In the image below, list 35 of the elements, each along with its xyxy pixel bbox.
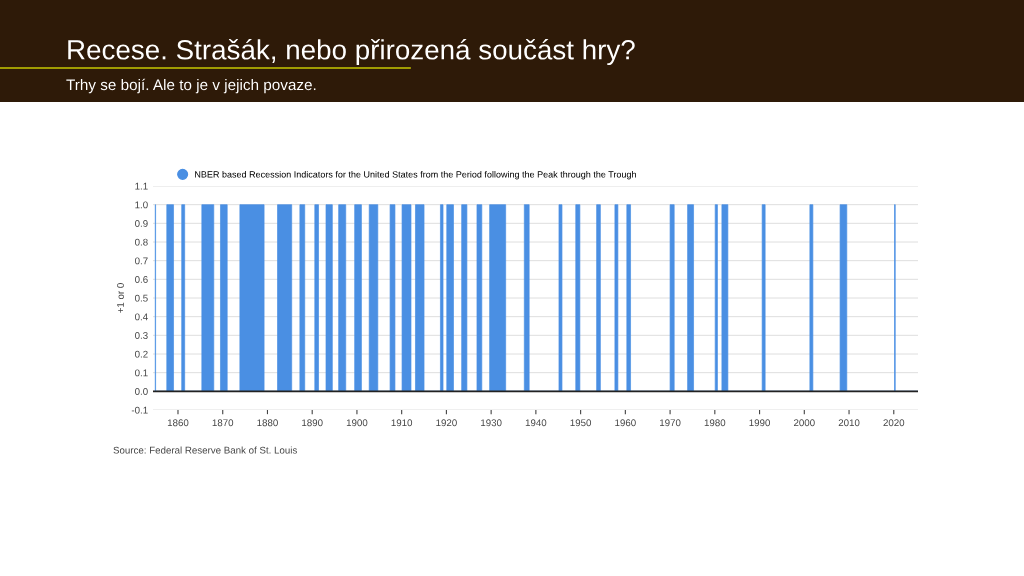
y-tick-label: 0.2 [135,350,148,358]
y-axis-title: +1 or 0 [117,283,124,313]
chart-title: Recese. Strašák, nebo přirozená součást hry? [68,38,635,66]
y-tick-label: 0.4 [135,313,148,321]
x-tick-label: 1890 [302,419,323,427]
x-tick-label: 1860 [167,419,189,427]
x-tick-label: 1880 [257,419,278,427]
x-tick-label: 2020 [883,419,905,427]
x-tick-label: 1930 [481,419,502,427]
y-tick-label: 0.3 [135,332,148,339]
x-tick-label: 2010 [838,419,860,427]
y-tick-label: -0.1 [131,406,148,414]
source-note: Source: Federal Reserve Bank of St. Louis [113,446,297,454]
y-tick-label: 0.6 [135,276,148,283]
y-tick-label: 1.1 [135,182,148,190]
x-tick-label: 1970 [660,419,681,427]
x-tick-label: 1980 [704,419,726,427]
y-tick-label: 0.1 [135,369,148,377]
y-tick-label: 0.8 [135,238,148,246]
x-tick-label: 2000 [793,419,815,427]
y-tick-label: 0.7 [135,257,148,265]
x-tick-label: 1910 [391,419,413,427]
y-tick-label: 0.5 [135,294,148,302]
x-tick-label: 1990 [749,419,770,427]
y-tick-label: 0.9 [135,220,148,227]
chart-subtitle: Trhy se bojí. Ale to je v jejich povaze. [66,78,316,94]
x-tick-label: 1870 [212,419,234,427]
x-tick-label: 1960 [615,419,636,427]
x-tick-label: 1920 [436,419,457,427]
y-tick-label: 0.0 [135,388,148,395]
legend-label: NBER based Recession Indicators for the United States from the Period following the Peak through the Trough [195,170,636,180]
x-tick-label: 1940 [525,419,547,427]
y-tick-label: 1.0 [135,201,148,209]
x-tick-label: 1950 [570,419,592,427]
x-tick-label: 1900 [346,419,368,427]
